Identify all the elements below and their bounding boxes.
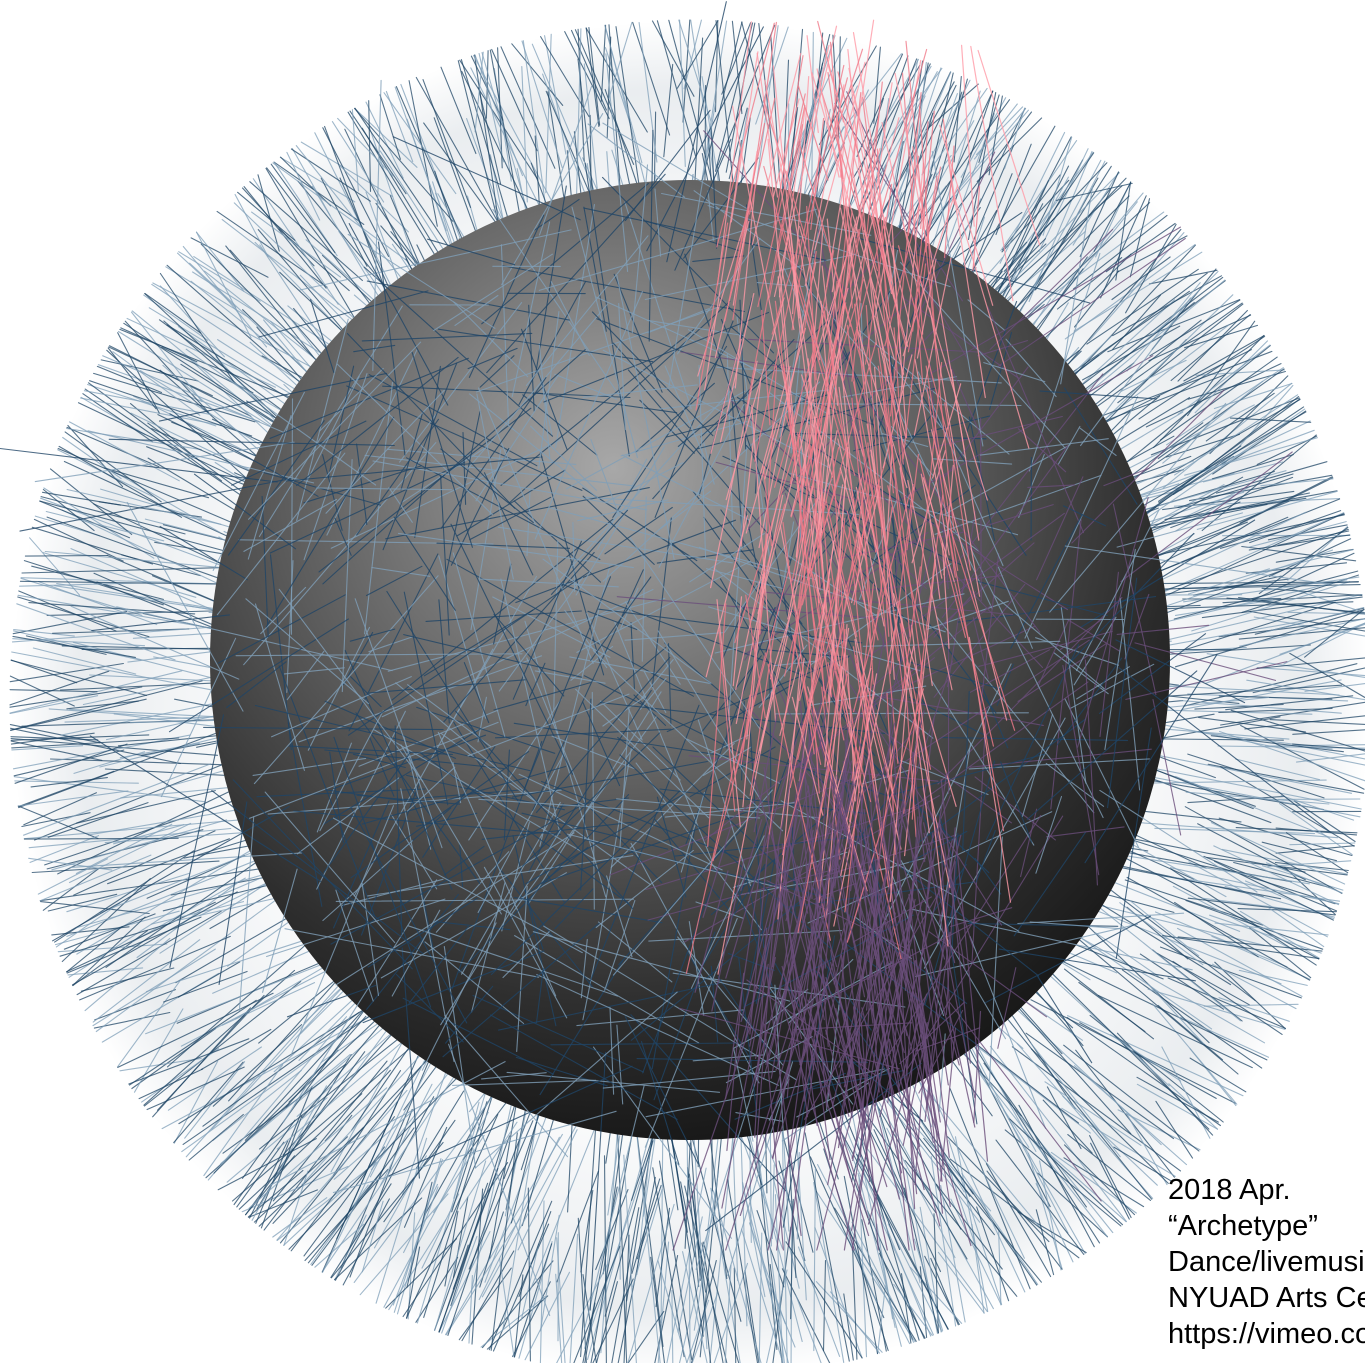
pink-strand-layer xyxy=(672,19,1041,1251)
artwork-caption: 2018 Apr. “Archetype” Dance/livemusic NY… xyxy=(1168,1172,1365,1352)
caption-venue: NYUAD Arts Center xyxy=(1168,1282,1365,1314)
front-strand-layer xyxy=(0,1,1331,1330)
caption-medium: Dance/livemusic xyxy=(1168,1246,1365,1278)
caption-title: “Archetype” xyxy=(1168,1210,1318,1242)
caption-link[interactable]: https://vimeo.com/ xyxy=(1168,1318,1365,1350)
caption-date: 2018 Apr. xyxy=(1168,1174,1291,1206)
central-sphere xyxy=(210,180,1170,1140)
